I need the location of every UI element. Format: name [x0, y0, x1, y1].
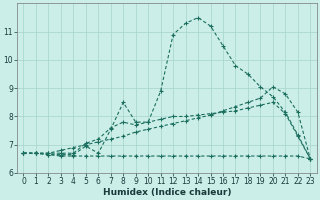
X-axis label: Humidex (Indice chaleur): Humidex (Indice chaleur)	[103, 188, 231, 197]
